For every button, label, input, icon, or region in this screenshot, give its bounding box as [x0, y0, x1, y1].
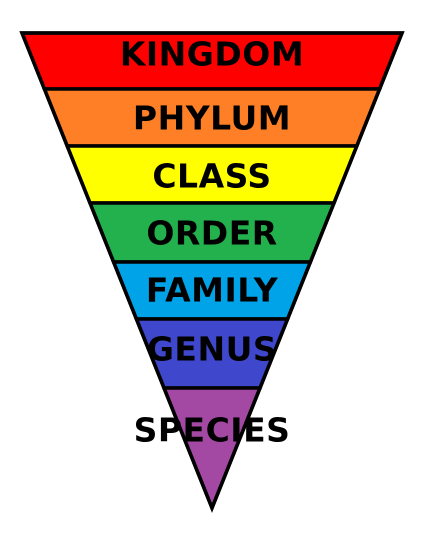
pyramid-outline: [19, 31, 405, 513]
label-class: CLASS: [152, 157, 271, 196]
label-species: SPECIES: [134, 411, 291, 450]
label-order: ORDER: [146, 214, 277, 253]
pyramid-labels: KINGDOM PHYLUM CLASS ORDER FAMILY GENUS SPECIE…: [120, 35, 304, 450]
label-phylum: PHYLUM: [133, 99, 291, 138]
label-family: FAMILY: [146, 271, 279, 310]
label-kingdom: KINGDOM: [120, 35, 304, 74]
label-genus: GENUS: [147, 330, 277, 369]
